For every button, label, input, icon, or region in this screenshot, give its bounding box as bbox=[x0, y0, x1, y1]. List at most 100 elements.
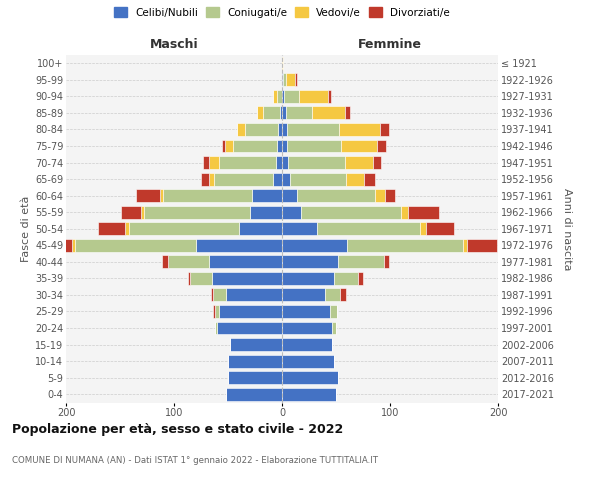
Bar bbox=[282, 206, 301, 218]
Bar bbox=[409, 206, 439, 218]
Bar bbox=[163, 189, 252, 202]
Bar bbox=[252, 189, 282, 202]
Bar bbox=[226, 388, 282, 400]
Bar bbox=[62, 239, 73, 252]
Bar bbox=[278, 123, 282, 136]
Bar bbox=[274, 172, 282, 186]
Bar bbox=[287, 123, 339, 136]
Bar bbox=[282, 272, 334, 285]
Bar bbox=[236, 123, 245, 136]
Bar bbox=[220, 305, 282, 318]
Bar bbox=[332, 322, 336, 334]
Bar bbox=[225, 140, 233, 152]
Bar bbox=[346, 172, 364, 186]
Bar bbox=[203, 156, 209, 169]
Bar bbox=[383, 256, 389, 268]
Bar bbox=[286, 74, 295, 86]
Bar bbox=[217, 322, 282, 334]
Bar bbox=[274, 90, 277, 103]
Bar bbox=[213, 288, 226, 302]
Bar bbox=[282, 354, 334, 368]
Bar bbox=[364, 172, 375, 186]
Bar bbox=[214, 172, 274, 186]
Bar bbox=[339, 123, 380, 136]
Bar bbox=[250, 206, 282, 218]
Bar bbox=[233, 140, 277, 152]
Bar bbox=[380, 123, 389, 136]
Bar bbox=[125, 222, 128, 235]
Bar bbox=[277, 90, 282, 103]
Text: Maschi: Maschi bbox=[149, 38, 199, 52]
Bar bbox=[280, 106, 282, 120]
Bar bbox=[341, 140, 377, 152]
Bar bbox=[221, 140, 225, 152]
Bar bbox=[282, 172, 290, 186]
Bar bbox=[282, 156, 289, 169]
Bar bbox=[329, 305, 337, 318]
Bar bbox=[144, 206, 250, 218]
Bar bbox=[344, 156, 373, 169]
Bar bbox=[463, 239, 467, 252]
Bar bbox=[328, 90, 331, 103]
Bar bbox=[211, 288, 213, 302]
Bar bbox=[282, 256, 338, 268]
Bar bbox=[317, 222, 420, 235]
Bar bbox=[373, 156, 382, 169]
Bar bbox=[425, 222, 454, 235]
Bar bbox=[220, 156, 275, 169]
Bar bbox=[282, 189, 297, 202]
Bar bbox=[230, 338, 282, 351]
Bar bbox=[377, 140, 386, 152]
Bar bbox=[226, 288, 282, 302]
Bar bbox=[420, 222, 425, 235]
Bar bbox=[160, 189, 163, 202]
Bar bbox=[467, 239, 497, 252]
Bar bbox=[301, 206, 401, 218]
Bar bbox=[282, 388, 336, 400]
Bar bbox=[263, 106, 280, 120]
Bar bbox=[338, 256, 383, 268]
Bar bbox=[282, 338, 332, 351]
Bar bbox=[128, 222, 239, 235]
Text: Femmine: Femmine bbox=[358, 38, 422, 52]
Bar bbox=[282, 123, 287, 136]
Bar bbox=[275, 156, 282, 169]
Bar bbox=[188, 272, 190, 285]
Bar bbox=[209, 172, 214, 186]
Bar bbox=[212, 272, 282, 285]
Bar bbox=[277, 140, 282, 152]
Bar bbox=[286, 106, 312, 120]
Text: COMUNE DI NUMANA (AN) - Dati ISTAT 1° gennaio 2022 - Elaborazione TUTTITALIA.IT: COMUNE DI NUMANA (AN) - Dati ISTAT 1° ge… bbox=[12, 456, 378, 465]
Bar bbox=[190, 272, 212, 285]
Bar bbox=[239, 222, 282, 235]
Bar bbox=[136, 189, 160, 202]
Bar bbox=[295, 74, 297, 86]
Bar bbox=[245, 123, 278, 136]
Bar bbox=[73, 239, 74, 252]
Bar bbox=[282, 222, 317, 235]
Bar bbox=[340, 288, 346, 302]
Bar bbox=[228, 371, 282, 384]
Bar bbox=[215, 305, 220, 318]
Bar bbox=[196, 239, 282, 252]
Bar bbox=[282, 239, 347, 252]
Bar bbox=[289, 156, 344, 169]
Bar bbox=[297, 189, 375, 202]
Bar bbox=[299, 90, 328, 103]
Bar bbox=[375, 189, 385, 202]
Bar bbox=[209, 256, 282, 268]
Bar bbox=[401, 206, 409, 218]
Bar bbox=[257, 106, 263, 120]
Bar bbox=[334, 272, 358, 285]
Bar bbox=[282, 90, 284, 103]
Bar bbox=[140, 206, 144, 218]
Bar bbox=[282, 57, 283, 70]
Bar bbox=[98, 222, 125, 235]
Y-axis label: Anni di nascita: Anni di nascita bbox=[562, 188, 572, 270]
Bar bbox=[385, 189, 395, 202]
Bar bbox=[121, 206, 140, 218]
Bar bbox=[215, 322, 217, 334]
Bar bbox=[284, 90, 299, 103]
Bar bbox=[344, 106, 350, 120]
Bar bbox=[167, 256, 209, 268]
